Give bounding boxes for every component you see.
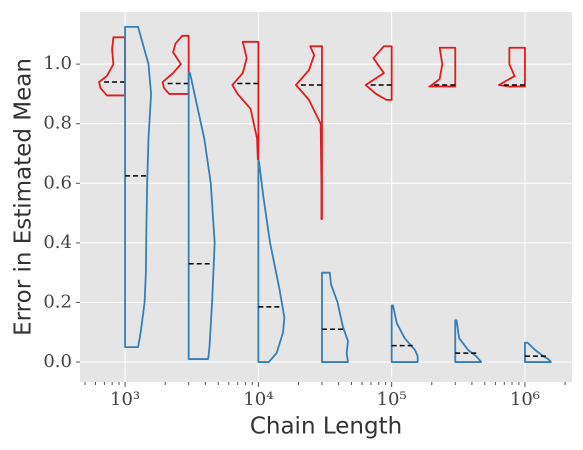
y-tick-label: 0.8 <box>43 113 72 134</box>
x-axis-label: Chain Length <box>250 414 402 440</box>
y-tick-label: 0.4 <box>43 232 72 253</box>
violin <box>454 319 483 363</box>
violin <box>364 45 393 101</box>
violin <box>295 45 323 220</box>
x-tick-label: 10³ <box>110 389 140 410</box>
violin <box>524 341 552 363</box>
violin <box>498 46 526 88</box>
x-tick-label: 10⁶ <box>510 389 540 410</box>
violin <box>161 34 190 95</box>
violin <box>231 40 260 161</box>
violin <box>187 72 216 360</box>
violin <box>257 160 286 363</box>
x-tick-label: 10⁵ <box>377 389 407 410</box>
violin <box>428 46 457 88</box>
violin <box>321 271 349 363</box>
violin <box>124 25 152 349</box>
plot-background <box>80 12 572 382</box>
violin <box>98 36 126 97</box>
x-tick-label: 10⁴ <box>243 389 273 410</box>
y-tick-label: 0.2 <box>43 291 72 312</box>
violin <box>390 304 419 363</box>
y-tick-label: 0.0 <box>43 351 72 372</box>
y-axis-label: Error in Estimated Mean <box>11 58 37 336</box>
y-tick-label: 1.0 <box>43 53 72 74</box>
y-tick-label: 0.6 <box>43 172 72 193</box>
